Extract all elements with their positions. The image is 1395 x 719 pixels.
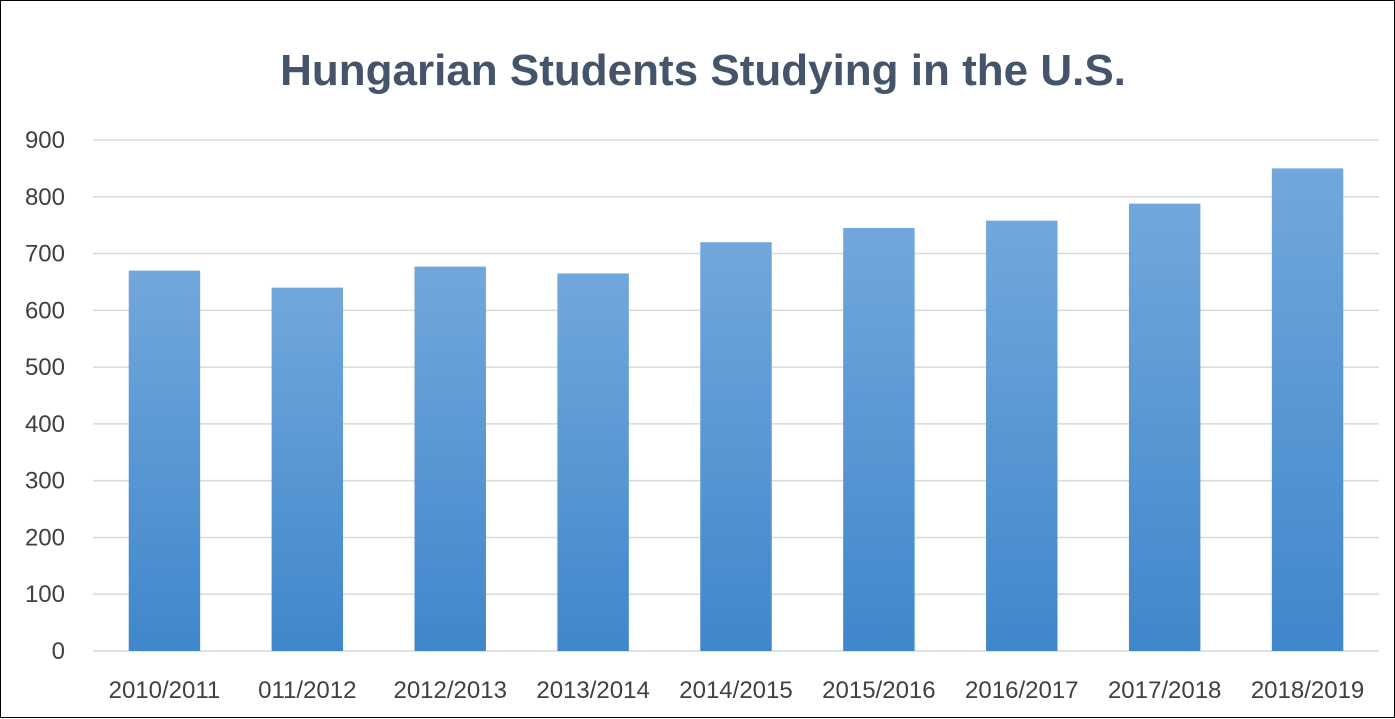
x-tick-label: 011/2012: [258, 677, 356, 704]
x-tick-label: 2013/2014: [536, 677, 649, 704]
x-tick-label: 2010/2011: [109, 677, 221, 704]
y-tick-label: 800: [25, 184, 65, 211]
y-tick-label: 900: [25, 127, 65, 154]
bar: [271, 287, 344, 651]
y-tick-label: 700: [25, 241, 65, 268]
x-tick-label: 2015/2016: [822, 677, 935, 704]
y-axis-ticks: 0 100 200 300 400 500 600 700 800 900: [25, 127, 65, 665]
bar: [843, 228, 915, 651]
y-tick-label: 400: [25, 411, 65, 438]
bar: [1271, 168, 1344, 651]
bar: [986, 220, 1058, 651]
y-tick-label: 300: [25, 468, 65, 495]
bar: [128, 270, 201, 651]
y-tick-label: 100: [25, 581, 65, 608]
x-tick-label: 2017/2018: [1108, 677, 1221, 704]
x-tick-label: 2012/2013: [393, 677, 506, 704]
x-axis-ticks: 2010/2011 011/2012 2012/2013 2013/2014 2014/…: [109, 677, 1365, 704]
bar: [700, 242, 772, 651]
y-tick-label: 0: [52, 638, 65, 665]
bar: [557, 273, 629, 651]
y-tick-label: 200: [25, 524, 65, 551]
bar: [414, 266, 486, 651]
bar: [1128, 203, 1201, 651]
y-tick-label: 500: [25, 354, 65, 381]
x-tick-label: 2018/2019: [1251, 677, 1364, 704]
y-tick-label: 600: [25, 297, 65, 324]
x-tick-label: 2016/2017: [965, 677, 1078, 704]
x-tick-label: 2014/2015: [679, 677, 792, 704]
chart-title: Hungarian Students Studying in the U.S.: [280, 46, 1126, 95]
bars: [128, 168, 1344, 651]
